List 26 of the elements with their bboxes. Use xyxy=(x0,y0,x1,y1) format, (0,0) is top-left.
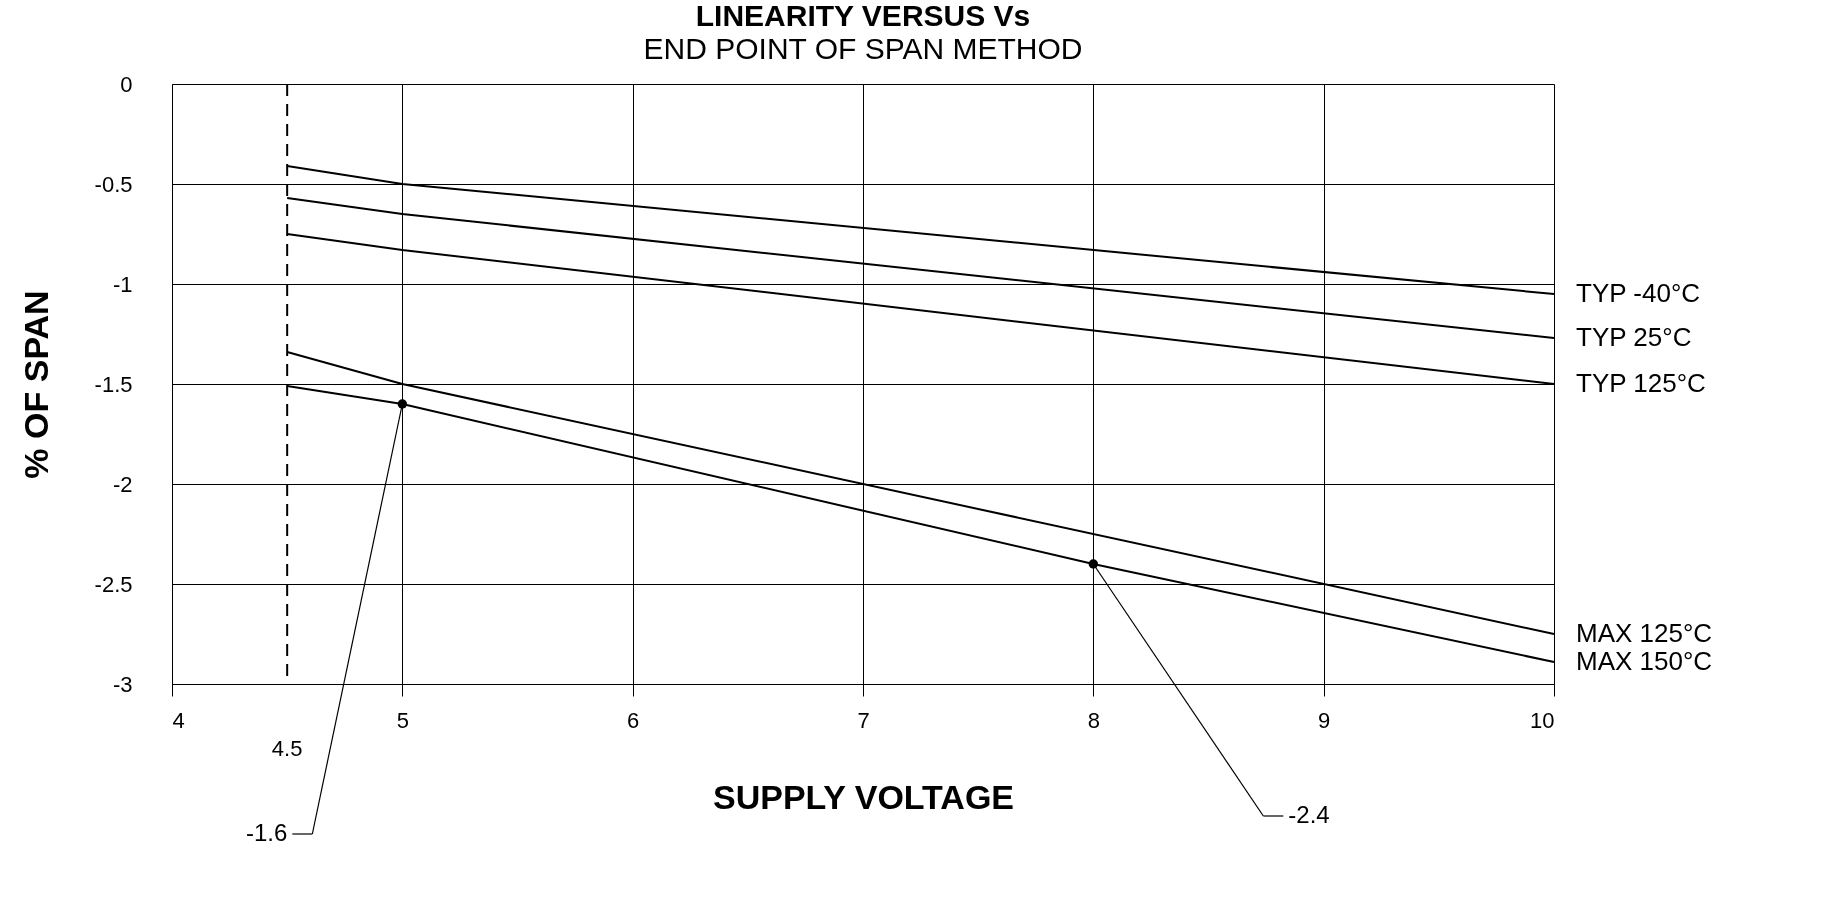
x-tick-label: 7 xyxy=(857,707,870,733)
annotation: -1.6 xyxy=(245,819,288,846)
x-axis-title: SUPPLY VOLTAGE xyxy=(712,777,1015,816)
y-tick-label: -1.5 xyxy=(94,371,133,397)
chart-subtitle: END POINT OF SPAN METHOD xyxy=(643,32,1083,65)
chart-title: LINEARITY VERSUS Vs xyxy=(695,0,1031,32)
ref-line-label: 4.5 xyxy=(271,736,303,761)
y-tick-label: -2 xyxy=(112,471,133,497)
series-label: TYP 125°C xyxy=(1576,368,1706,398)
x-tick-label: 9 xyxy=(1318,707,1331,733)
x-tick-label: 6 xyxy=(627,707,640,733)
series-label: TYP 25°C xyxy=(1576,322,1692,352)
x-tick-label: 8 xyxy=(1087,707,1100,733)
y-tick-label: -0.5 xyxy=(94,171,133,197)
series-label: MAX 150°C xyxy=(1576,646,1713,676)
series-label: TYP -40°C xyxy=(1576,278,1701,308)
y-tick-label: -1 xyxy=(112,271,133,297)
x-tick-label: 10 xyxy=(1530,707,1555,733)
annotation: -2.4 xyxy=(1288,801,1330,828)
y-tick-label: -3 xyxy=(112,671,133,697)
y-tick-label: 0 xyxy=(120,71,133,97)
y-tick-label: -2.5 xyxy=(94,571,133,597)
y-axis-title: % OF SPAN xyxy=(16,290,55,479)
x-tick-label: 5 xyxy=(396,707,409,733)
x-tick-label: 4 xyxy=(172,707,185,733)
series-label: MAX 125°C xyxy=(1576,618,1713,648)
